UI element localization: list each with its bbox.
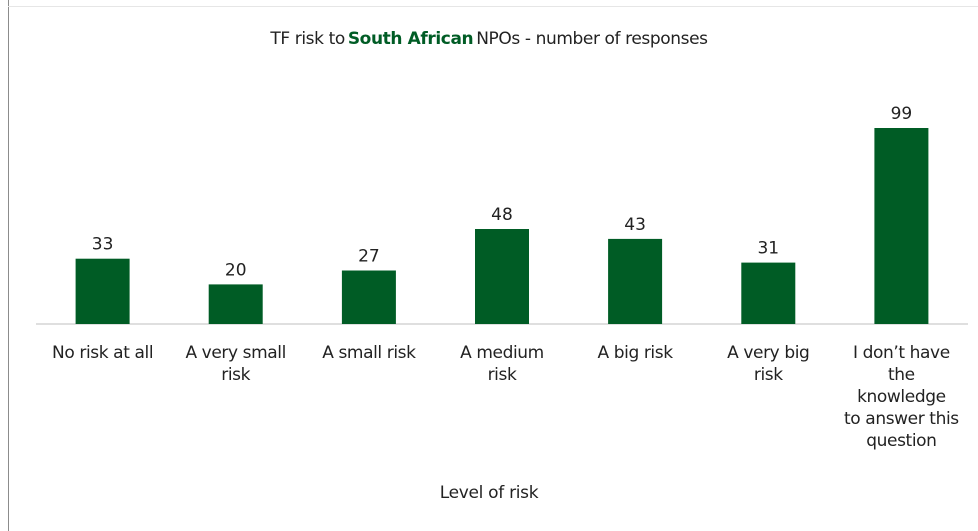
bar-value-label: 43	[624, 215, 646, 235]
chart-title-suffix: NPOs - number of responses	[476, 29, 708, 49]
chart-frame-left-border	[8, 0, 9, 531]
bar	[75, 258, 130, 324]
bar	[608, 238, 663, 324]
x-tick-label: A very big risk	[727, 343, 810, 385]
bar-value-label: 99	[891, 104, 913, 124]
x-tick-label: A medium risk	[460, 343, 544, 385]
chart-title-highlight: South African	[347, 29, 474, 49]
bar	[874, 128, 929, 324]
bar	[208, 284, 263, 324]
bar	[341, 270, 396, 324]
x-tick-label: No risk at all	[52, 343, 154, 363]
bar	[741, 262, 796, 324]
x-tick-label: A big risk	[597, 343, 674, 363]
x-axis-title: Level of risk	[439, 483, 539, 503]
x-tick-label: A very small risk	[185, 343, 286, 385]
chart-frame-top-border	[8, 6, 978, 7]
bar-value-label: 27	[358, 247, 380, 267]
x-tick-label: A small risk	[322, 343, 416, 363]
bar	[475, 229, 529, 324]
bar-value-label: 20	[225, 260, 247, 280]
bar-value-label: 48	[491, 205, 513, 225]
x-tick-label: I don’t have the knowledge to answer thi…	[844, 343, 959, 451]
chart-title-prefix: TF risk to	[270, 29, 345, 49]
chart-title: TF risk to South African NPOs - number of …	[0, 29, 978, 49]
bar-value-label: 33	[92, 235, 114, 255]
bar-value-label: 31	[757, 239, 779, 259]
